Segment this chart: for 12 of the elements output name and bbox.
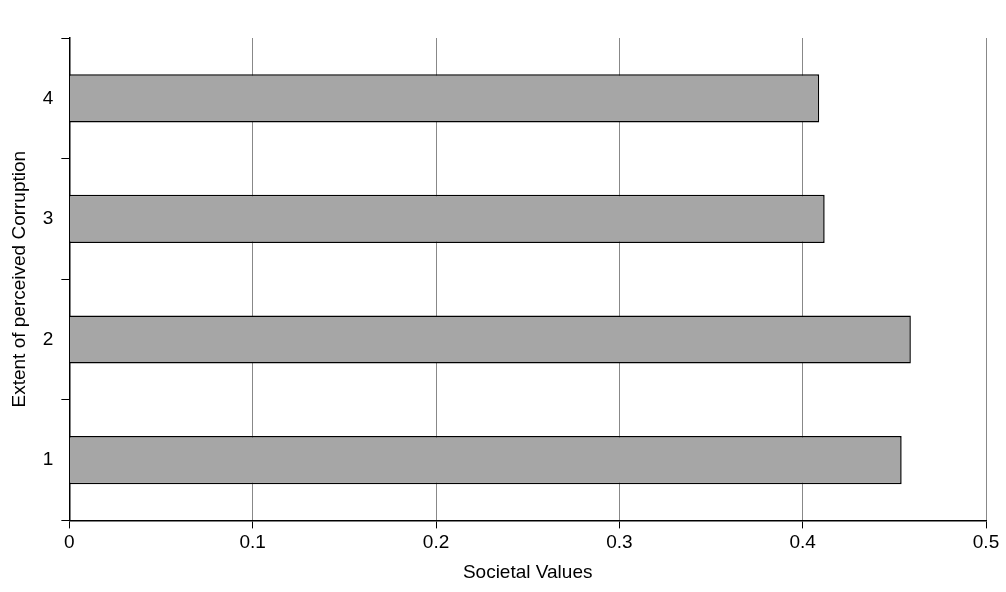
y-tick-label: 4 [42,86,54,108]
x-tick-label: 0.4 [789,531,817,553]
x-tick-label: 0.3 [606,531,633,553]
x-tick-label: 0.1 [239,531,266,553]
y-tick-label: 1 [42,448,54,470]
y-tick-label: 3 [42,207,54,229]
x-tick-label: 0 [64,531,75,553]
x-tick-label: 0.5 [972,531,1000,553]
x-tick-label: 0.2 [422,531,450,553]
y-axis-title: Extent of perceived Corruption [7,150,29,408]
x-axis-title: Societal Values [462,560,593,582]
y-tick-label: 2 [42,327,54,349]
